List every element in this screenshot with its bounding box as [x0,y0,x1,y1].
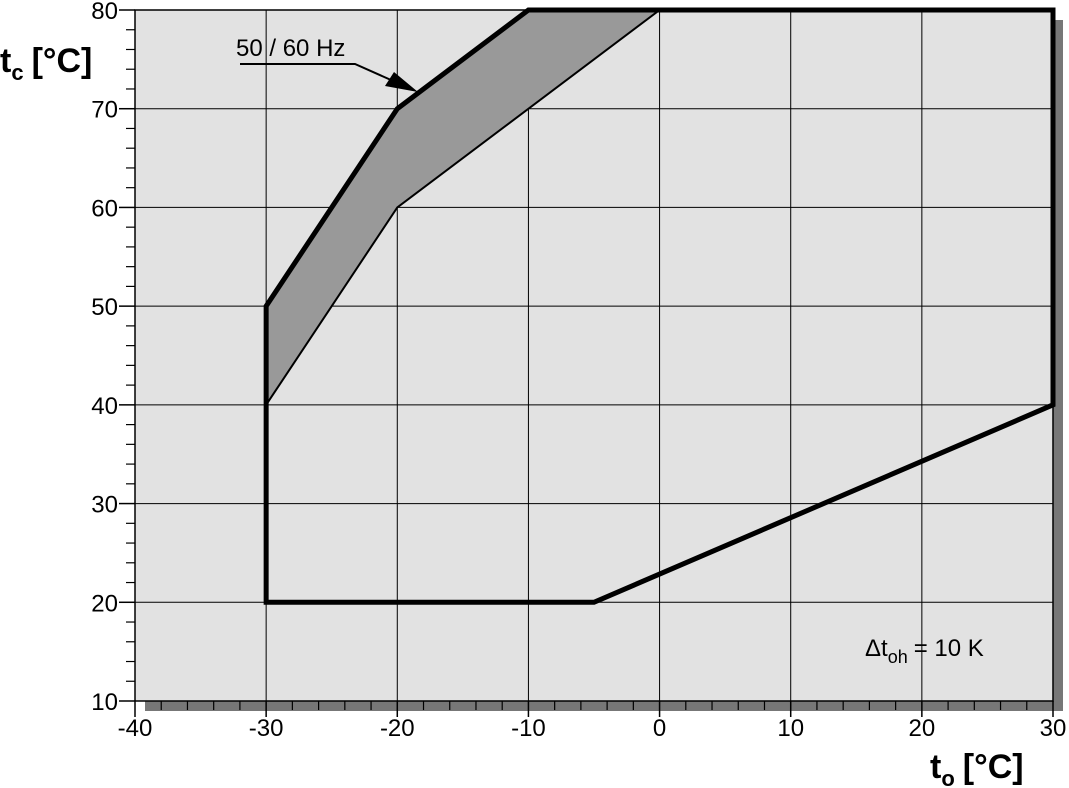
x-tick-label: 20 [909,715,936,742]
y-tick-label: 50 [91,294,118,321]
x-tick-label: -10 [511,715,546,742]
y-axis-label: tc [°C] [0,42,92,85]
arrow-head [385,72,418,92]
x-axis-label: to [°C] [930,748,1024,788]
y-tick-label: 10 [91,689,118,716]
y-tick-label: 40 [91,393,118,420]
envelope [263,7,1056,605]
y-tick-label: 60 [91,195,118,222]
x-tick-label: 30 [1040,715,1067,742]
y-tick-label: 70 [91,97,118,124]
annotation-arrow [240,63,401,85]
annotation: Δtoh = 10 K [865,635,984,667]
x-tick-label: -30 [249,715,284,742]
x-tick-label: 0 [653,715,666,742]
y-tick-label: 30 [91,492,118,519]
y-tick-label: 20 [91,590,118,617]
annotation: 50 / 60 Hz [236,35,345,62]
x-tick-label: -20 [380,715,415,742]
y-tick-label: 80 [91,0,118,25]
x-tick-label: 10 [777,715,804,742]
x-tick-label: -40 [118,715,153,742]
